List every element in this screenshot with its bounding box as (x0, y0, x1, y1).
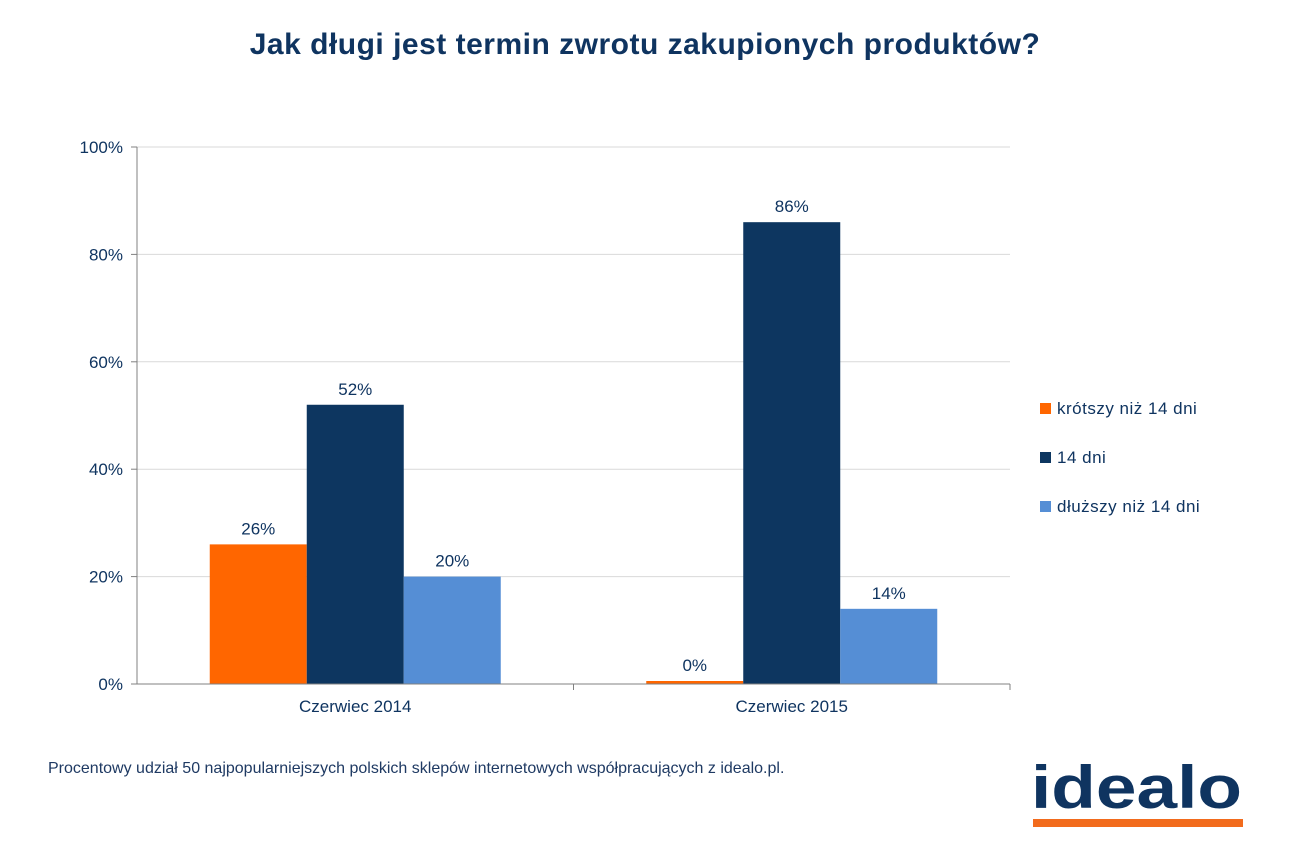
svg-text:idealo: idealo (1031, 758, 1242, 821)
x-tick-label: Czerwiec 2014 (299, 697, 411, 716)
bar (646, 681, 744, 684)
data-label: 20% (435, 552, 469, 571)
gridlines (137, 146, 1010, 578)
bars (209, 222, 938, 684)
data-label: 26% (241, 519, 275, 538)
bar (840, 608, 938, 684)
x-tick-label: Czerwiec 2015 (736, 697, 848, 716)
legend-label: 14 dni (1057, 447, 1107, 467)
y-tick-label: 0% (98, 675, 123, 694)
legend-swatch (1040, 452, 1051, 463)
legend-item: dłuższy niż 14 dni (1040, 494, 1200, 519)
chart-title: Jak długi jest termin zwrotu zakupionych… (249, 28, 1041, 61)
legend-swatch (1040, 501, 1051, 512)
bar-chart: 0% 20% 40% 60% 80% 100% Czerwiec 2014 Czerwiec … (80, 138, 1011, 716)
idealo-logo: idealo (1031, 758, 1243, 827)
legend-item: 14 dni (1040, 445, 1200, 470)
data-label: 52% (338, 380, 372, 399)
y-tick-label: 100% (80, 138, 123, 157)
bar (306, 404, 404, 684)
axes: 0% 20% 40% 60% 80% 100% Czerwiec 2014 Czerwiec … (80, 138, 1011, 716)
data-labels: 26% 52% 20% 0% 86% 14% (241, 197, 906, 675)
data-label: 86% (775, 197, 809, 216)
y-tick-label: 40% (89, 460, 123, 479)
y-tick-label: 60% (89, 353, 123, 372)
y-tick-label: 80% (89, 245, 123, 264)
legend-item: krótszy niż 14 dni (1040, 396, 1200, 421)
bar (403, 576, 501, 684)
legend-label: krótszy niż 14 dni (1057, 398, 1198, 418)
y-tick-label: 20% (89, 568, 123, 587)
bar (209, 544, 307, 684)
data-label: 0% (682, 656, 707, 675)
data-label: 14% (872, 584, 906, 603)
legend: krótszy niż 14 dni 14 dni dłuższy niż 14 d… (1040, 396, 1200, 543)
source-note: Procentowy udział 50 najpopularniejszych… (48, 760, 785, 777)
bar (743, 222, 841, 684)
legend-label: dłuższy niż 14 dni (1057, 496, 1201, 516)
legend-swatch (1040, 403, 1051, 414)
